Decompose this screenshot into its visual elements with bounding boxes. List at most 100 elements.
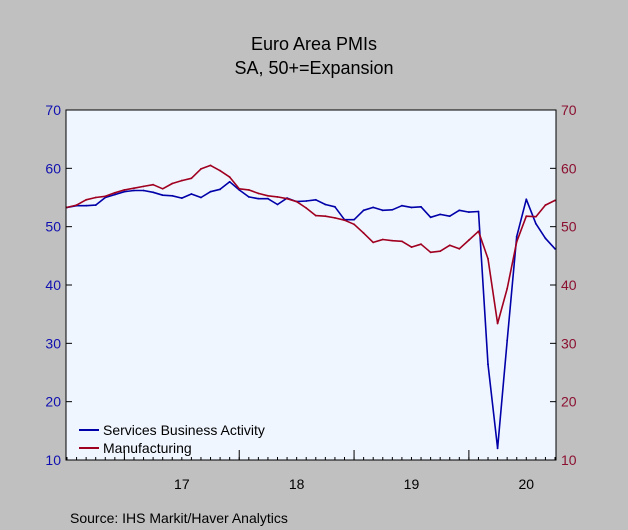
data-point-s0-36: [410, 206, 413, 209]
data-point-s0-15: [209, 190, 212, 193]
data-point-s1-5: [113, 191, 116, 194]
data-point-s1-17: [228, 176, 231, 178]
y-tick-label-left-60: 60: [45, 160, 61, 176]
chart-title: Euro Area PMIs: [251, 34, 377, 54]
legend-label-manufacturing: Manufacturing: [103, 440, 192, 456]
data-point-s0-48: [525, 198, 528, 201]
data-point-s1-39: [439, 250, 442, 253]
y-tick-label-right-40: 40: [561, 277, 577, 293]
data-point-s0-20: [257, 197, 260, 200]
data-point-s0-46: [506, 339, 509, 342]
series-line-1: [66, 164, 556, 325]
y-tick-label-left-50: 50: [45, 219, 61, 235]
data-point-s1-42: [467, 239, 470, 241]
y-tick-label-right-50: 50: [561, 219, 577, 235]
data-point-s0-2: [85, 204, 88, 207]
data-point-s0-5: [113, 193, 116, 196]
data-point-s0-7: [133, 189, 135, 192]
data-point-s0-9: [152, 191, 155, 194]
data-point-s1-18: [238, 187, 241, 190]
data-point-s0-33: [381, 209, 384, 212]
data-point-s1-37: [420, 243, 422, 246]
data-point-s1-44: [487, 257, 489, 260]
data-point-s1-9: [152, 183, 155, 186]
y-tick-label-left-10: 10: [45, 452, 61, 468]
data-point-s0-3: [94, 204, 97, 206]
y-tick-label-right-60: 60: [561, 160, 577, 176]
data-point-s0-25: [305, 200, 308, 202]
data-point-s1-22: [276, 196, 279, 198]
data-point-s1-6: [123, 189, 126, 191]
data-point-s1-0: [66, 206, 68, 209]
data-point-s0-47: [515, 235, 518, 238]
data-point-s0-22: [276, 203, 279, 206]
data-point-s1-26: [314, 214, 317, 217]
x-tick-label-17: 17: [174, 476, 190, 492]
series-line-0: [66, 181, 556, 450]
data-point-s0-13: [190, 193, 193, 195]
legend: Services Business Activity Manufacturing: [79, 422, 265, 456]
y-tick-label-left-30: 30: [45, 335, 61, 351]
data-point-s0-37: [420, 205, 422, 208]
data-point-s1-2: [85, 198, 88, 201]
data-point-s1-30: [353, 223, 355, 226]
data-point-s0-26: [314, 198, 317, 201]
data-point-s0-51: [554, 247, 556, 250]
data-point-s0-34: [391, 208, 394, 211]
data-point-s1-23: [286, 197, 288, 200]
data-point-s0-8: [142, 189, 145, 192]
data-point-s0-35: [401, 204, 403, 207]
x-tick-label-19: 19: [404, 476, 420, 492]
data-point-s0-12: [180, 197, 183, 199]
x-tick-label-20: 20: [519, 476, 535, 492]
data-point-s0-10: [161, 194, 164, 197]
data-point-s0-6: [123, 190, 126, 193]
x-tick-label-18: 18: [289, 476, 305, 492]
data-point-s0-38: [429, 216, 432, 219]
data-point-s1-25: [305, 207, 308, 209]
data-point-s0-31: [362, 209, 365, 212]
data-point-s1-3: [94, 196, 97, 199]
data-point-s1-35: [401, 240, 403, 243]
data-point-s1-40: [448, 244, 451, 247]
data-point-s0-42: [467, 211, 470, 213]
data-point-s1-38: [429, 251, 432, 254]
y-tick-label-right-20: 20: [561, 394, 577, 410]
data-point-s1-29: [343, 219, 346, 222]
data-point-s0-41: [458, 209, 461, 212]
data-point-s1-45: [496, 322, 499, 325]
data-point-s1-36: [410, 246, 413, 248]
data-point-s0-32: [372, 206, 375, 209]
y-tick-label-right-30: 30: [561, 335, 577, 351]
data-point-s0-39: [439, 213, 442, 216]
data-point-s1-43: [477, 230, 480, 233]
data-point-s1-20: [257, 192, 260, 195]
axes-layer: 10 10 20 20 30 30 40 40 50 50 60 60 70 70 17 18 19 20: [45, 102, 576, 492]
data-point-s0-14: [200, 196, 202, 199]
data-point-s0-28: [334, 205, 336, 208]
y-tick-label-left-70: 70: [45, 102, 61, 118]
data-point-s0-17: [228, 180, 231, 183]
data-point-s0-45: [496, 447, 499, 450]
data-point-s0-27: [324, 203, 327, 206]
data-point-s1-51: [554, 199, 556, 202]
data-point-s0-19: [247, 196, 250, 198]
data-point-s1-12: [180, 179, 183, 182]
data-point-s1-21: [267, 194, 269, 197]
data-point-s1-1: [75, 204, 78, 206]
data-point-s1-32: [372, 241, 375, 244]
data-point-s0-16: [219, 188, 221, 191]
data-point-s1-7: [133, 187, 135, 190]
data-point-s0-43: [477, 210, 480, 213]
y-tick-label-left-20: 20: [45, 394, 61, 410]
data-point-s0-50: [544, 237, 547, 240]
data-point-s0-21: [267, 197, 269, 200]
data-point-s1-47: [515, 240, 518, 243]
y-tick-label-right-10: 10: [561, 452, 577, 468]
data-point-s1-33: [381, 238, 384, 241]
plot-area: [66, 110, 556, 460]
data-point-s1-19: [247, 189, 250, 191]
data-point-s1-48: [525, 215, 528, 218]
